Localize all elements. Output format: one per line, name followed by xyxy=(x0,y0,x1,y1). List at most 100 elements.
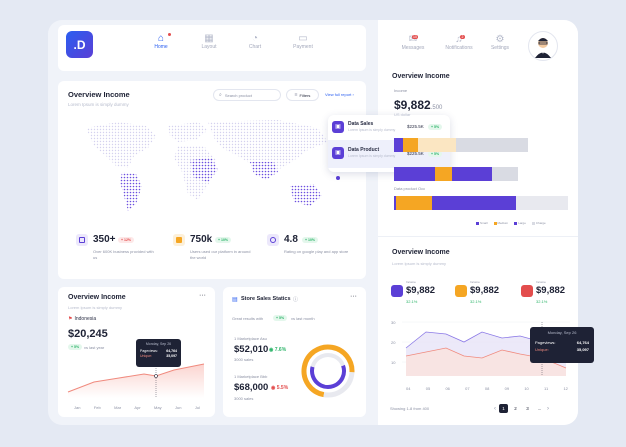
right-income-title: Overview Income xyxy=(392,73,450,80)
avatar[interactable] xyxy=(528,31,558,61)
income-value: $9,882 xyxy=(394,98,431,112)
top-nav xyxy=(58,25,366,71)
bar-segment xyxy=(455,138,528,152)
country-selector[interactable]: ⚑ Indonesia xyxy=(68,316,96,322)
filter-label: Filters xyxy=(299,92,311,98)
month-label: Mar xyxy=(114,405,122,410)
right-income2-subtitle: Lorem Ipsum is simply dummy xyxy=(392,261,447,266)
popup-product-change: + 5% xyxy=(428,151,443,157)
nav-chart[interactable]: ◔ Chart xyxy=(242,33,268,50)
nav-messages[interactable]: ✉ Messages xyxy=(396,34,430,51)
income-decimal: .500 xyxy=(430,105,443,111)
income-stat-label: Income xyxy=(470,280,480,284)
overview-subtitle: Lorem Ipsum is simply dummy xyxy=(68,102,129,107)
nav-home[interactable]: ⌂ Home xyxy=(148,33,174,50)
search-icon: ⌕ xyxy=(219,92,222,98)
y-tick: 10 xyxy=(391,360,396,365)
nav-messages-label: Messages xyxy=(401,45,425,51)
store-item2-name: 1 Marketplace Bbb xyxy=(234,374,268,379)
bar-segment xyxy=(399,196,433,210)
prev-page-icon[interactable]: ‹ xyxy=(494,405,496,412)
income-stat-value: $9,882 xyxy=(470,285,500,296)
filter-icon: ≡ xyxy=(294,92,298,98)
income-small-tooltip: Monday, Sep 26 Pageviews: 64,764 Unique: 3… xyxy=(136,339,181,367)
filter-button[interactable]: ≡ Filters xyxy=(286,89,319,101)
search-input[interactable]: ⌕ Search product xyxy=(213,89,281,101)
message-icon: ✉ xyxy=(408,34,418,45)
cart-icon xyxy=(76,234,88,246)
income-bar-row xyxy=(394,167,518,181)
page-button[interactable]: 3 xyxy=(526,406,529,411)
income-small-subtitle: Lorem Ipsum is simply dummy xyxy=(68,305,123,310)
users-icon xyxy=(173,234,185,246)
income-stat-icon xyxy=(521,285,533,297)
tooltip-uq-label: Unique: xyxy=(535,347,549,352)
app-logo[interactable]: .D xyxy=(66,31,93,58)
right-income2-chart xyxy=(402,321,570,376)
tooltip-pv-label: Pageviews: xyxy=(535,340,556,345)
bar-segment xyxy=(395,196,400,210)
store-item2-unit: 3000 sales xyxy=(234,396,254,401)
product-icon: ▣ xyxy=(332,147,344,159)
income-stat-label: Income xyxy=(406,280,416,284)
x-tick: 05 xyxy=(425,386,431,391)
nav-chart-label: Chart xyxy=(248,44,262,50)
bar-segment xyxy=(418,138,456,152)
month-label: Jul xyxy=(194,405,200,410)
page-button[interactable]: 1 xyxy=(499,404,508,413)
right-income2-tooltip: Monday, Sep 26 Pageviews: 64,764 Unique: 3… xyxy=(530,327,594,363)
tooltip-pv: 64,764 xyxy=(166,349,177,353)
income-stat-icon xyxy=(391,285,403,297)
page-button[interactable]: 2 xyxy=(514,406,517,411)
nav-notifications[interactable]: ♫ Notifications xyxy=(441,34,477,51)
nav-settings-label: Settings xyxy=(490,45,510,51)
x-tick: 07 xyxy=(465,386,470,391)
sales-icon: ▣ xyxy=(332,121,344,133)
stat-users-value: 750k xyxy=(190,234,213,245)
month-label: Apr xyxy=(134,405,141,410)
store-icon: ▤ xyxy=(232,297,238,303)
view-report-link[interactable]: View full report › xyxy=(325,92,354,97)
bell-icon: ♫ xyxy=(455,34,463,45)
tooltip-date: Monday, Sep 26 xyxy=(145,342,172,346)
nav-settings[interactable]: ⚙ Settings xyxy=(486,34,514,51)
store-title: Store Sales Statics xyxy=(241,296,291,302)
income-value-group: $9,882.500 xyxy=(394,96,442,114)
tooltip-uq: 35,097 xyxy=(166,354,177,358)
bar-segment xyxy=(394,196,396,210)
nav-payment[interactable]: ▭ Payment xyxy=(288,33,318,50)
y-tick: 30 xyxy=(391,320,396,325)
x-tick: 10 xyxy=(524,386,529,391)
nav-payment-label: Payment xyxy=(293,44,313,50)
popup-sales-title: Data Sales xyxy=(348,121,374,127)
store-growth-pill: + 5% xyxy=(273,315,288,321)
x-tick: 04 xyxy=(406,386,411,391)
more-icon[interactable]: ··· xyxy=(199,292,206,299)
bar-segment xyxy=(394,138,404,152)
income-stat-value: $9,882 xyxy=(406,285,436,296)
store-growth-label: Great results with xyxy=(232,316,264,321)
overview-card xyxy=(58,81,366,279)
store-growth-tail: vs last month xyxy=(291,316,315,321)
nav-layout[interactable]: ▦ Layout xyxy=(196,33,222,50)
next-page-icon[interactable]: › xyxy=(547,405,549,412)
chart-icon: ◔ xyxy=(251,33,259,44)
home-dot xyxy=(168,33,171,36)
store-more-icon[interactable]: ··· xyxy=(350,293,357,300)
tooltip-date: Monday, Sep 26 xyxy=(547,330,577,335)
right-income2-title: Overview Income xyxy=(392,249,450,256)
popup-sales-change: + 5% xyxy=(428,124,443,130)
tooltip-uq-label: Unique: xyxy=(140,354,153,358)
star-icon xyxy=(267,234,279,246)
stat-business-desc: Over 600K business provided with us xyxy=(93,249,154,260)
notifications-badge: 2 xyxy=(460,35,465,39)
bar-segment xyxy=(432,196,516,210)
stat-business-value: 350+ xyxy=(93,234,116,245)
gear-icon: ⚙ xyxy=(495,34,505,45)
income-sub: US dollar xyxy=(394,112,411,117)
income-label: Income xyxy=(394,88,408,93)
home-icon: ⌂ xyxy=(157,33,165,44)
stat-users-desc: Users used our platform in around the wo… xyxy=(190,249,251,260)
info-icon[interactable]: ⓘ xyxy=(293,297,299,303)
flag-icon: ⚑ xyxy=(68,316,73,322)
